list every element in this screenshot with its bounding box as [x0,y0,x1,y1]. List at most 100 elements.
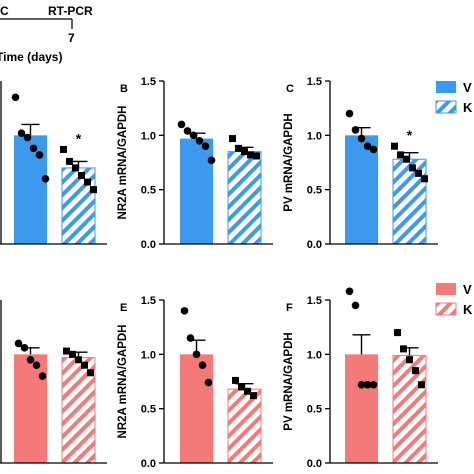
y-tick-label: 0.5 [141,185,156,197]
bar-v [345,354,378,463]
bar-v [14,135,47,244]
timeline: C RT-PCR 7 Time (days) [0,4,93,64]
data-point [357,134,366,143]
panel-f: F 0.0 0.5 1.0 1.5 PV mRNA/GAPDH [283,287,438,470]
y-tick-label: 1.0 [307,349,322,361]
data-point [81,361,88,369]
data-point [403,155,410,163]
data-point [41,175,50,183]
data-point [60,145,67,153]
timeline-left-label: C [0,4,9,18]
data-point [20,344,29,352]
data-point [186,334,195,342]
data-point [357,380,366,389]
data-point [11,93,20,102]
data-point [363,142,372,150]
y-tick-label: 1.0 [141,349,156,361]
data-point [394,329,401,337]
data-point [177,120,186,129]
y-tick-label: 1.5 [307,295,322,307]
data-point [400,345,407,353]
y-axis-label: NR2A mRNA/GAPDH [117,325,129,439]
panel-letter: E [120,302,127,314]
data-point [241,148,248,156]
data-point [391,142,398,150]
data-point [253,152,260,160]
legend-label-bottom-0: V [463,282,472,297]
data-point [397,151,404,159]
y-tick-label: 0.0 [307,239,322,251]
data-point [369,380,378,389]
data-point [204,378,213,387]
y-tick-label: 0.5 [307,185,322,197]
data-point [183,127,192,135]
bar-v [345,135,378,244]
y-tick-label: 0.0 [141,458,156,470]
data-point [14,339,23,348]
y-tick-label: 1.0 [307,130,322,142]
bar-v [180,138,213,244]
timeline-tick-label: 7 [68,31,75,45]
data-point [29,144,38,153]
data-point [35,151,44,159]
data-point [180,307,189,315]
panel-letter: C [286,83,294,95]
y-axis-label: PV mRNA/GAPDH [283,113,295,211]
data-point [232,376,239,384]
y-tick-label: 1.5 [307,76,322,88]
data-point [369,145,378,154]
data-point [195,136,204,145]
data-point [409,164,416,172]
timeline-axis-label: Time (days) [0,50,62,64]
y-axis-label: PV mRNA/GAPDH [283,332,295,430]
y-tick-label: 0.0 [307,458,322,470]
legend-swatch-bottom-0 [436,283,456,295]
legend-swatch-top-0 [436,81,456,93]
bar-k [227,388,262,464]
data-point [351,126,360,134]
y-tick-label: 1.0 [141,130,156,142]
y-tick-label: 1.5 [141,295,156,307]
data-point [198,361,207,370]
data-point [66,157,73,165]
y-tick-label: 1.5 [141,76,156,88]
data-point [412,367,419,375]
data-point [72,164,79,172]
data-point [244,387,251,395]
data-point [351,301,360,310]
data-point [247,151,254,159]
panel-b: B 0.0 0.5 1.0 1.5 NR2A mRNA/GAPDH [117,76,273,251]
y-tick-label: 0.0 [141,239,156,251]
panel-letter: B [120,83,128,95]
y-tick-label: 0.5 [307,404,322,416]
data-point [201,142,210,150]
legend-bottom: V K [435,282,473,317]
data-point [415,169,422,177]
y-axis-label: NR2A mRNA/GAPDH [117,106,129,220]
data-point [250,392,257,400]
data-point [229,135,236,143]
bar-v [180,354,213,463]
data-point [421,175,428,183]
data-point [32,361,41,370]
data-point [84,178,91,186]
data-point [17,129,26,137]
data-point [235,144,242,152]
data-point [345,109,354,118]
data-point [207,156,216,165]
panel-a: * [0,81,107,245]
bar-v [14,354,47,463]
data-point [363,380,372,389]
legend-label-top-0: V [463,80,472,95]
significance-marker: * [76,130,82,146]
data-point [189,131,198,140]
data-point [75,356,82,364]
panel-e: E 0.0 0.5 1.0 1.5 NR2A mRNA/GAPDH [117,295,273,470]
data-point [69,350,76,358]
data-point [90,186,97,194]
legend-swatch-top-1 [435,100,457,114]
data-point [418,381,425,389]
data-point [87,369,94,377]
significance-marker: * [407,127,413,143]
